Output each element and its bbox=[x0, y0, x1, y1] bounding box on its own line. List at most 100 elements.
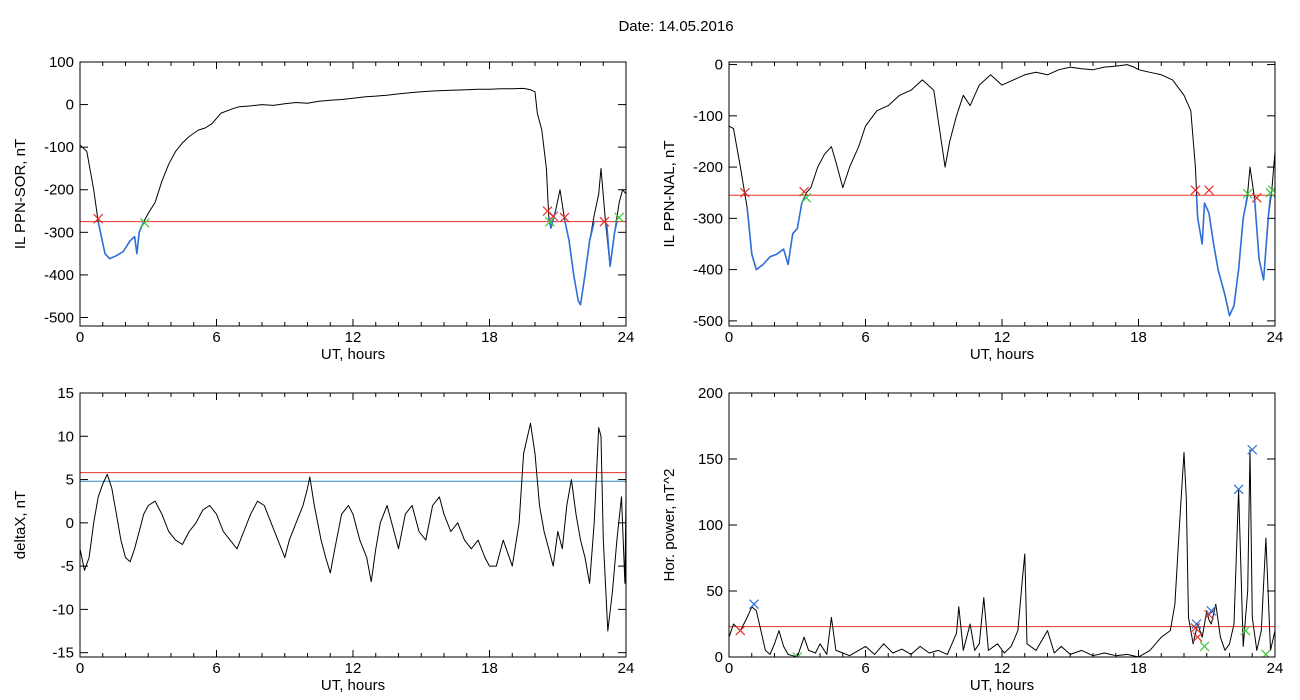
data-marker bbox=[614, 212, 625, 223]
page-title: Date: 14.05.2016 bbox=[618, 18, 734, 35]
y-tick-label: 0 bbox=[66, 515, 74, 532]
x-tick-label: 12 bbox=[345, 329, 362, 346]
data-marker bbox=[1190, 185, 1201, 196]
x-tick-label: 18 bbox=[481, 329, 498, 346]
data-marker bbox=[1199, 641, 1210, 652]
y-axis-label: IL PPN-SOR, nT bbox=[12, 139, 29, 249]
x-tick-label: 6 bbox=[861, 660, 869, 677]
series-line bbox=[729, 449, 1275, 657]
x-tick-label: 12 bbox=[994, 329, 1011, 346]
data-marker bbox=[559, 212, 570, 223]
x-axis-label: UT, hours bbox=[321, 346, 385, 363]
x-tick-label: 24 bbox=[618, 660, 635, 677]
series-line bbox=[1253, 195, 1272, 281]
y-tick-label: -500 bbox=[44, 309, 74, 326]
plot-frame bbox=[728, 61, 1276, 327]
data-marker bbox=[1206, 605, 1217, 616]
x-tick-label: 0 bbox=[76, 660, 84, 677]
y-tick-label: 0 bbox=[66, 97, 74, 114]
y-tick-label: 100 bbox=[698, 517, 723, 534]
data-marker bbox=[139, 218, 150, 228]
x-tick-label: 24 bbox=[1267, 660, 1284, 677]
data-marker bbox=[799, 186, 809, 197]
data-marker bbox=[1267, 185, 1275, 196]
series-line bbox=[97, 221, 145, 260]
y-tick-label: -300 bbox=[693, 210, 723, 227]
plot-area bbox=[80, 422, 626, 632]
x-tick-label: 6 bbox=[861, 329, 869, 346]
x-tick-label: 6 bbox=[212, 660, 220, 677]
y-tick-label: 0 bbox=[715, 649, 723, 666]
data-marker bbox=[93, 213, 104, 224]
x-axis-label: UT, hours bbox=[970, 346, 1034, 363]
y-tick-label: -500 bbox=[693, 313, 723, 330]
y-axis-label: deltaX, nT bbox=[12, 491, 29, 559]
plot-frame bbox=[728, 392, 1276, 658]
data-marker bbox=[740, 187, 750, 198]
y-tick-label: 200 bbox=[698, 385, 723, 402]
data-marker bbox=[801, 192, 812, 203]
x-tick-label: 0 bbox=[725, 660, 733, 677]
x-tick-label: 12 bbox=[345, 660, 362, 677]
y-tick-label: -15 bbox=[52, 645, 74, 662]
data-marker bbox=[1242, 188, 1253, 199]
series-line bbox=[746, 194, 806, 271]
chart-ppn-sor: 0 6 12 18 24 -500 -400 -300 -200 -100 0 100 UT, hour… bbox=[12, 54, 634, 363]
chart-hor-power: 0 6 12 18 24 0 50 100 150 200 UT, hours Hor. power,… bbox=[661, 385, 1283, 694]
x-tick-label: 12 bbox=[994, 660, 1011, 677]
y-tick-label: 10 bbox=[57, 428, 74, 445]
chart-deltax: 0 6 12 18 24 -15 -10 -5 0 5 10 15 UT, hours deltaX, n… bbox=[12, 385, 634, 694]
x-tick-label: 0 bbox=[725, 329, 733, 346]
x-tick-label: 18 bbox=[1130, 329, 1147, 346]
y-axis-label: Hor. power, nT^2 bbox=[661, 469, 678, 582]
y-tick-label: -400 bbox=[693, 262, 723, 279]
plot-frame bbox=[79, 61, 627, 327]
y-tick-label: -100 bbox=[693, 108, 723, 125]
x-axis-label: UT, hours bbox=[321, 677, 385, 694]
data-marker bbox=[792, 652, 803, 657]
y-tick-label: 15 bbox=[57, 385, 74, 402]
series-line bbox=[605, 221, 618, 268]
data-marker bbox=[1251, 192, 1262, 203]
x-tick-label: 24 bbox=[1267, 329, 1284, 346]
y-tick-label: 150 bbox=[698, 451, 723, 468]
data-marker bbox=[1247, 444, 1258, 455]
series-line bbox=[563, 219, 595, 306]
x-tick-label: 24 bbox=[618, 329, 635, 346]
data-marker bbox=[544, 216, 555, 227]
y-tick-label: -200 bbox=[693, 159, 723, 176]
x-axis-label: UT, hours bbox=[970, 677, 1034, 694]
x-tick-label: 6 bbox=[212, 329, 220, 346]
plot-frame bbox=[79, 392, 627, 658]
data-marker bbox=[1192, 632, 1203, 643]
x-tick-label: 0 bbox=[76, 329, 84, 346]
plot-area bbox=[729, 444, 1275, 657]
series-line bbox=[80, 87, 626, 306]
series-line bbox=[1195, 195, 1249, 317]
y-tick-label: 50 bbox=[706, 583, 723, 600]
y-tick-label: 5 bbox=[66, 472, 74, 489]
y-tick-label: -300 bbox=[44, 224, 74, 241]
data-marker bbox=[1260, 649, 1271, 657]
data-marker bbox=[1190, 623, 1201, 633]
data-marker bbox=[1191, 619, 1202, 629]
data-marker bbox=[1204, 185, 1214, 196]
y-tick-label: 0 bbox=[715, 57, 723, 74]
y-axis-label: IL PPN-NAL, nT bbox=[661, 141, 678, 248]
data-marker bbox=[749, 599, 759, 610]
data-marker bbox=[735, 625, 746, 636]
y-tick-label: -5 bbox=[61, 558, 74, 575]
plot-area bbox=[729, 64, 1275, 317]
data-marker bbox=[1240, 625, 1251, 636]
data-marker bbox=[599, 216, 610, 227]
y-tick-label: 100 bbox=[49, 54, 74, 71]
data-marker bbox=[548, 211, 559, 222]
chart-ppn-nal: 0 6 12 18 24 -500 -400 -300 -200 -100 0 UT, hours IL… bbox=[661, 57, 1283, 363]
x-tick-label: 18 bbox=[481, 660, 498, 677]
y-tick-label: -400 bbox=[44, 267, 74, 284]
y-tick-label: -200 bbox=[44, 182, 74, 199]
y-tick-label: -10 bbox=[52, 601, 74, 618]
x-tick-label: 18 bbox=[1130, 660, 1147, 677]
series-line bbox=[729, 64, 1275, 317]
